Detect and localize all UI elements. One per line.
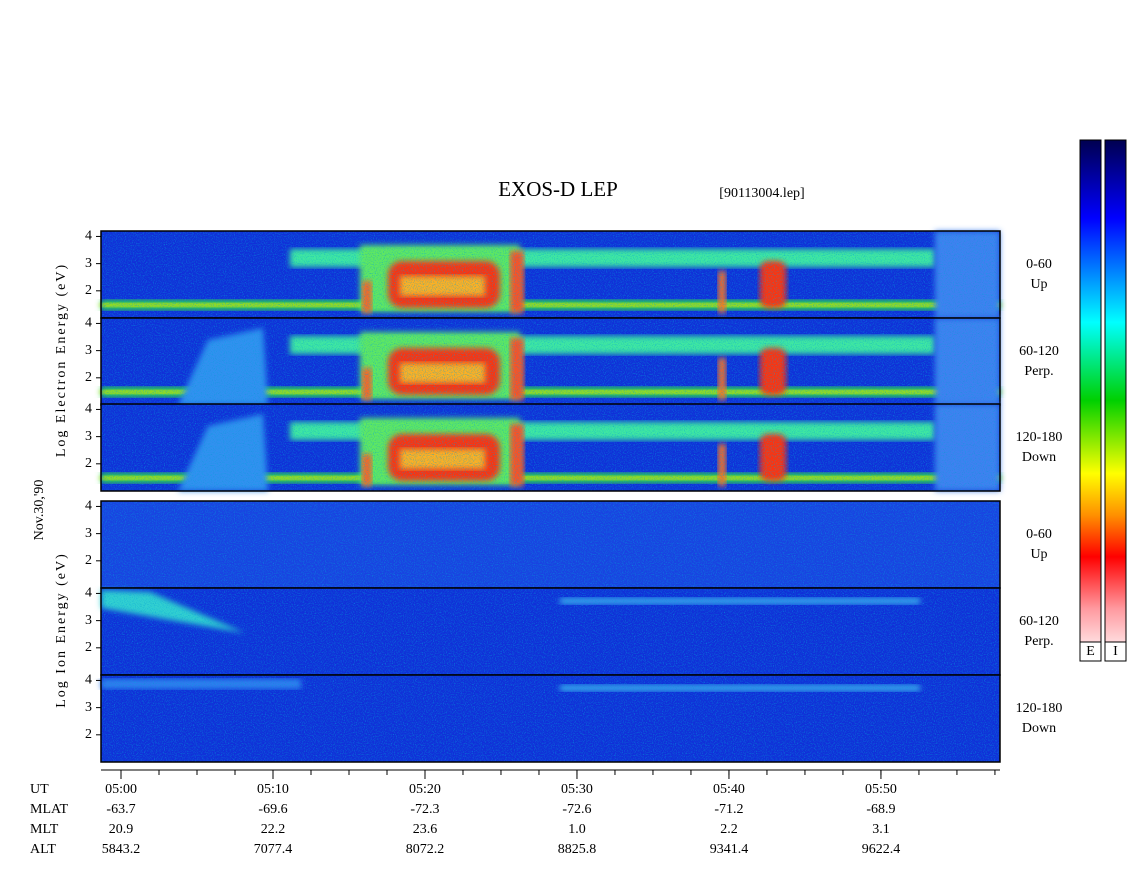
spectrogram-panel [100, 587, 1001, 676]
noise [101, 588, 1000, 675]
table-cell: 8072.2 [406, 842, 445, 857]
chart-title: EXOS-D LEP [498, 177, 618, 201]
table-cell: -63.7 [106, 802, 135, 817]
y-tick-label: 3 [85, 700, 92, 715]
spectrogram-panel [100, 500, 1001, 589]
noise [101, 318, 1000, 405]
table-cell: 2.2 [720, 822, 738, 837]
y-tick-label: 2 [85, 456, 92, 471]
table-cell: 9341.4 [710, 842, 749, 857]
y-tick-label: 2 [85, 283, 92, 298]
x-tick-label: 05:50 [865, 782, 897, 797]
chart-subtitle: [90113004.lep] [719, 186, 804, 201]
panel-label: 0-60 [1026, 257, 1052, 272]
y-tick-label: 4 [85, 229, 92, 244]
table-cell: 9622.4 [862, 842, 901, 857]
table-cell: 20.9 [109, 822, 134, 837]
y-tick-label: 4 [85, 673, 92, 688]
colorbar-label: I [1113, 644, 1118, 659]
spectrogram-panel [100, 317, 1001, 406]
table-cell: 7077.4 [254, 842, 293, 857]
spectrogram-panel [100, 403, 1001, 492]
x-tick-label: 05:30 [561, 782, 593, 797]
x-tick-label: 05:40 [713, 782, 745, 797]
y-axis-label: Log Electron Energy (eV) [54, 263, 69, 457]
colorbar [1104, 139, 1127, 662]
colorbar-label-box [1104, 641, 1127, 662]
y-tick-label: 3 [85, 613, 92, 628]
colorbar-label-box [1079, 641, 1102, 662]
y-axis-label: Log Ion Energy (eV) [54, 552, 69, 708]
panel-label: Perp. [1024, 364, 1053, 379]
panel-label: Up [1030, 277, 1047, 292]
y-tick-label: 4 [85, 316, 92, 331]
y-tick-label: 3 [85, 343, 92, 358]
y-tick-label: 2 [85, 727, 92, 742]
noise [101, 231, 1000, 318]
y-tick-label: 4 [85, 402, 92, 417]
y-tick-label: 3 [85, 429, 92, 444]
panel-label: 0-60 [1026, 527, 1052, 542]
date-label: Nov.30,'90 [32, 480, 47, 541]
x-tick-label: 05:20 [409, 782, 441, 797]
x-tick-label: 05:00 [105, 782, 137, 797]
table-cell: 8825.8 [558, 842, 597, 857]
panel-label: 60-120 [1019, 614, 1059, 629]
table-cell: -69.6 [258, 802, 287, 817]
y-tick-label: 4 [85, 586, 92, 601]
panel-label: 120-180 [1016, 430, 1063, 445]
x-tick-label: 05:10 [257, 782, 289, 797]
colorbar-label: E [1086, 644, 1095, 659]
y-tick-label: 3 [85, 256, 92, 271]
table-row-label: ALT [30, 842, 56, 857]
table-cell: 22.2 [261, 822, 286, 837]
y-tick-label: 4 [85, 499, 92, 514]
panel-label: 120-180 [1016, 701, 1063, 716]
panel-frame [100, 674, 1001, 763]
table-cell: 23.6 [413, 822, 438, 837]
panel-label: Down [1022, 721, 1056, 736]
spectrogram-panel [100, 230, 1001, 319]
panel-label: Down [1022, 450, 1056, 465]
table-cell: 3.1 [872, 822, 890, 837]
y-tick-label: 2 [85, 640, 92, 655]
table-row-label: MLT [30, 822, 59, 837]
table-cell: 1.0 [568, 822, 586, 837]
y-tick-label: 2 [85, 370, 92, 385]
spectrogram-panel [100, 674, 1001, 763]
table-cell: -72.6 [562, 802, 591, 817]
table-row-label: UT [30, 782, 49, 797]
table-cell: 5843.2 [102, 842, 141, 857]
panel-label: 60-120 [1019, 344, 1059, 359]
y-tick-label: 3 [85, 526, 92, 541]
table-cell: -71.2 [714, 802, 743, 817]
colorbar [1079, 139, 1102, 662]
noise [101, 501, 1000, 588]
table-cell: -68.9 [866, 802, 895, 817]
panel-label: Up [1030, 547, 1047, 562]
panel-frame [100, 403, 1001, 492]
panel-label: Perp. [1024, 634, 1053, 649]
noise [101, 404, 1000, 491]
table-row-label: MLAT [30, 802, 69, 817]
table-cell: -72.3 [410, 802, 439, 817]
y-tick-label: 2 [85, 553, 92, 568]
noise [101, 675, 1000, 762]
